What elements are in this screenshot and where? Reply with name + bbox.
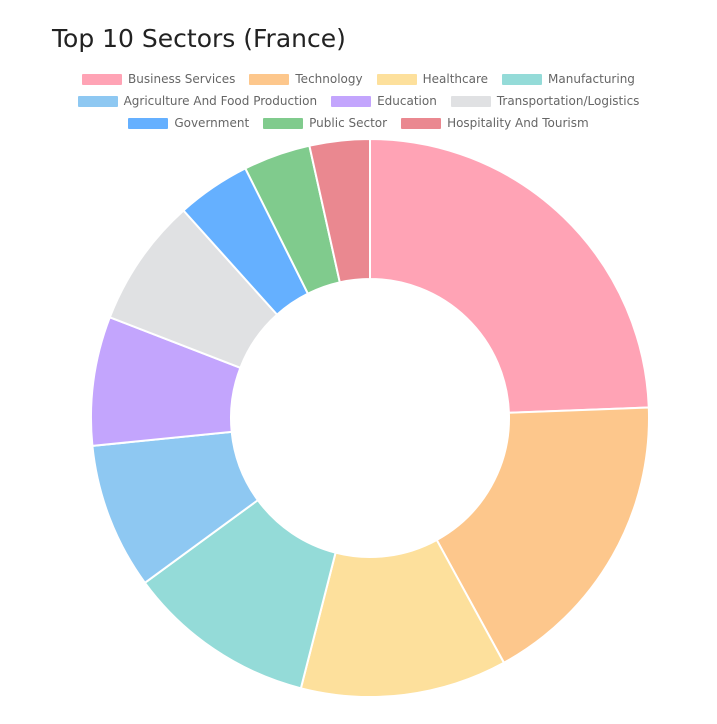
legend-swatch [502,73,543,85]
legend-item[interactable]: Healthcare [376,72,489,86]
legend-swatch [401,117,442,129]
legend-label: Education [377,94,437,108]
legend-swatch [331,95,372,107]
legend-label: Manufacturing [548,72,635,86]
legend-item[interactable]: Agriculture And Food Production [77,94,318,108]
slice-business-services[interactable] [369,137,650,414]
legend-swatch [82,73,123,85]
legend-label: Healthcare [422,72,489,86]
legend-item[interactable]: Education [331,94,437,108]
legend-label: Agriculture And Food Production [123,94,318,108]
legend-row: Agriculture And Food Production Education… [0,90,717,112]
legend-swatch [450,95,491,107]
legend-swatch [128,117,169,129]
legend-item[interactable]: Business Services [82,72,235,86]
legend-row: Government Public Sector Hospitality And T… [0,112,717,134]
legend-item[interactable]: Hospitality And Tourism [401,116,589,130]
legend-item[interactable]: Public Sector [263,116,387,130]
legend-label: Government [174,116,250,130]
legend-label: Technology [295,72,363,86]
legend-label: Hospitality And Tourism [447,116,589,130]
legend-label: Public Sector [309,116,388,130]
legend-label: Transportation/Logistics [496,94,640,108]
slice-hospitality-and-tourism[interactable] [308,137,371,284]
legend-swatch [263,117,304,129]
legend-row: Business Services Technology Healthcare Man… [0,68,717,90]
legend-swatch [376,73,417,85]
legend-item[interactable]: Manufacturing [502,72,635,86]
legend-swatch [249,73,290,85]
slice-healthcare[interactable] [299,538,506,698]
chart-legend: Business Services Technology Healthcare Man… [0,68,717,134]
legend-label: Business Services [128,72,236,86]
slice-technology[interactable] [435,406,650,665]
legend-item[interactable]: Technology [249,72,363,86]
chart-title: Top 10 Sectors (France) [52,24,346,53]
legend-item[interactable]: Transportation/Logistics [450,94,640,108]
legend-swatch [77,95,118,107]
legend-item[interactable]: Government [128,116,249,130]
